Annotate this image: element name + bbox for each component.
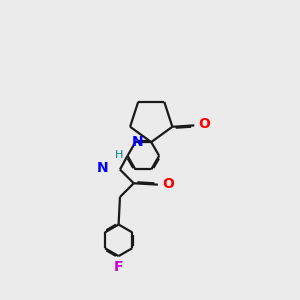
Text: F: F [114, 260, 123, 274]
Text: N: N [97, 160, 108, 175]
Text: N: N [132, 135, 143, 149]
Text: H: H [115, 150, 123, 160]
Text: O: O [198, 117, 210, 131]
Text: O: O [162, 177, 174, 191]
